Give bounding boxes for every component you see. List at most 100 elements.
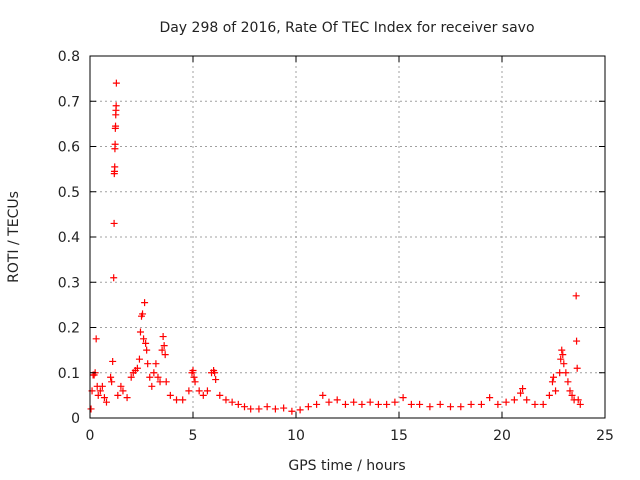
axis-ticks: 0 0.1 0.2 0.3 0.4 0.5 0.6 0.7 0.8 0 5 10 15 20 25 — [58, 49, 614, 444]
data-point — [148, 382, 156, 390]
data-point — [150, 369, 158, 377]
y-tick-label: 0 — [71, 411, 80, 427]
data-point — [550, 373, 557, 381]
data-point — [568, 391, 576, 399]
x-tick-label: 15 — [390, 428, 408, 444]
data-point — [486, 394, 494, 402]
data-point — [559, 351, 567, 359]
y-tick-label: 0.5 — [58, 185, 80, 201]
data-point — [325, 398, 333, 406]
data-point — [576, 400, 584, 408]
data-point — [477, 400, 485, 408]
data-point — [179, 396, 187, 404]
data-point — [467, 400, 475, 408]
data-point — [123, 394, 131, 402]
data-point — [111, 163, 119, 171]
data-point — [94, 391, 102, 399]
data-point — [222, 396, 230, 404]
x-tick-label: 0 — [86, 428, 95, 444]
data-point — [216, 391, 224, 399]
data-point — [112, 102, 120, 110]
data-point — [510, 396, 518, 404]
data-point — [280, 404, 288, 412]
data-point — [557, 355, 565, 363]
data-point — [358, 400, 366, 408]
data-point — [241, 403, 248, 411]
data-point — [112, 79, 120, 87]
data-point — [211, 369, 219, 377]
data-point — [152, 360, 160, 368]
data-point — [146, 373, 154, 381]
data-point — [111, 140, 119, 148]
data-point — [319, 391, 327, 399]
data-point — [566, 387, 574, 395]
data-point — [107, 373, 115, 381]
data-point — [87, 405, 95, 413]
data-point — [119, 387, 127, 395]
data-point — [133, 364, 141, 372]
data-point — [143, 346, 151, 354]
y-tick-label: 0.8 — [58, 49, 80, 65]
data-point — [288, 407, 296, 415]
data-point — [140, 335, 148, 343]
data-point — [271, 405, 279, 413]
data-point — [447, 403, 454, 411]
y-tick-label: 0.1 — [58, 366, 80, 382]
data-point — [142, 339, 150, 347]
data-point — [159, 333, 167, 341]
data-point — [127, 373, 135, 381]
data-point — [560, 360, 568, 368]
data-point — [96, 387, 104, 395]
data-point — [333, 396, 341, 404]
grid-lines — [90, 56, 605, 418]
x-tick-label: 5 — [189, 428, 198, 444]
data-point — [407, 400, 415, 408]
data-point — [523, 396, 531, 404]
data-point — [141, 299, 149, 307]
data-point — [374, 400, 382, 408]
data-point — [117, 382, 125, 390]
data-point — [391, 398, 399, 406]
data-points — [87, 79, 584, 415]
data-point — [247, 405, 255, 413]
data-point — [556, 369, 564, 377]
data-point — [114, 391, 122, 399]
data-point — [539, 400, 547, 408]
y-tick-label: 0.3 — [58, 275, 80, 291]
data-point — [552, 387, 560, 395]
data-point — [100, 394, 108, 402]
data-point — [366, 398, 374, 406]
data-point — [173, 396, 181, 404]
data-point — [144, 360, 152, 368]
y-tick-label: 0.4 — [58, 230, 80, 246]
data-point — [203, 387, 211, 395]
data-point — [457, 403, 465, 411]
data-point — [255, 405, 263, 413]
data-point — [296, 406, 304, 414]
data-point — [102, 398, 110, 406]
data-point — [92, 335, 100, 343]
data-point — [573, 337, 581, 345]
data-point — [191, 378, 199, 386]
data-point — [162, 378, 170, 386]
data-point — [139, 310, 147, 318]
data-point — [502, 398, 510, 406]
data-point — [572, 292, 580, 300]
data-point — [313, 400, 321, 408]
data-point — [160, 342, 168, 350]
data-point — [564, 378, 572, 386]
data-point — [228, 398, 236, 406]
data-point — [109, 357, 117, 365]
data-point — [98, 382, 106, 390]
data-point — [426, 403, 434, 411]
data-point — [112, 122, 120, 130]
data-point — [161, 351, 169, 359]
data-point — [199, 391, 207, 399]
data-point — [185, 387, 193, 395]
data-point — [562, 369, 570, 377]
x-tick-label: 25 — [596, 428, 614, 444]
y-tick-label: 0.6 — [58, 140, 80, 156]
data-point — [383, 400, 391, 408]
data-point — [166, 391, 174, 399]
data-point — [189, 366, 197, 374]
